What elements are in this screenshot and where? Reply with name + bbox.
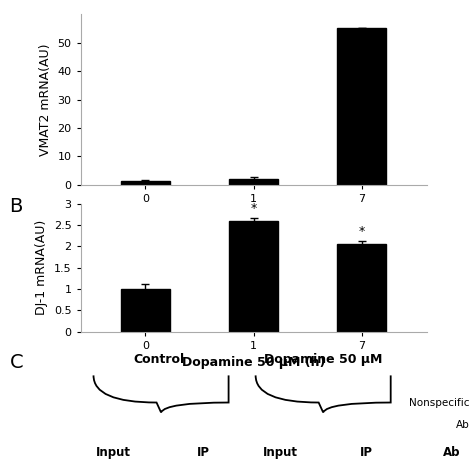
Bar — [337, 245, 386, 332]
Text: C: C — [9, 353, 23, 372]
Text: Input: Input — [96, 446, 131, 459]
Text: Ab: Ab — [443, 446, 460, 459]
Text: Input: Input — [263, 446, 298, 459]
Text: Nonspecific: Nonspecific — [409, 398, 469, 408]
Bar — [229, 179, 278, 185]
X-axis label: Dopamine 50 μM (h): Dopamine 50 μM (h) — [182, 210, 325, 222]
Bar — [229, 221, 278, 332]
Y-axis label: VMAT2 mRNA(AU): VMAT2 mRNA(AU) — [39, 43, 52, 156]
Text: *: * — [359, 225, 365, 237]
Text: Control: Control — [133, 353, 184, 366]
Bar — [121, 289, 170, 332]
Y-axis label: DJ-1 mRNA(AU): DJ-1 mRNA(AU) — [35, 220, 48, 315]
Text: Ab: Ab — [456, 420, 469, 430]
Bar — [337, 28, 386, 185]
Text: IP: IP — [197, 446, 210, 459]
X-axis label: Dopamine 50 μM (h): Dopamine 50 μM (h) — [182, 356, 325, 369]
Text: Dopamine 50 μM: Dopamine 50 μM — [264, 353, 383, 366]
Text: B: B — [9, 197, 23, 216]
Text: IP: IP — [359, 446, 373, 459]
Text: *: * — [250, 202, 257, 215]
Bar — [121, 182, 170, 185]
